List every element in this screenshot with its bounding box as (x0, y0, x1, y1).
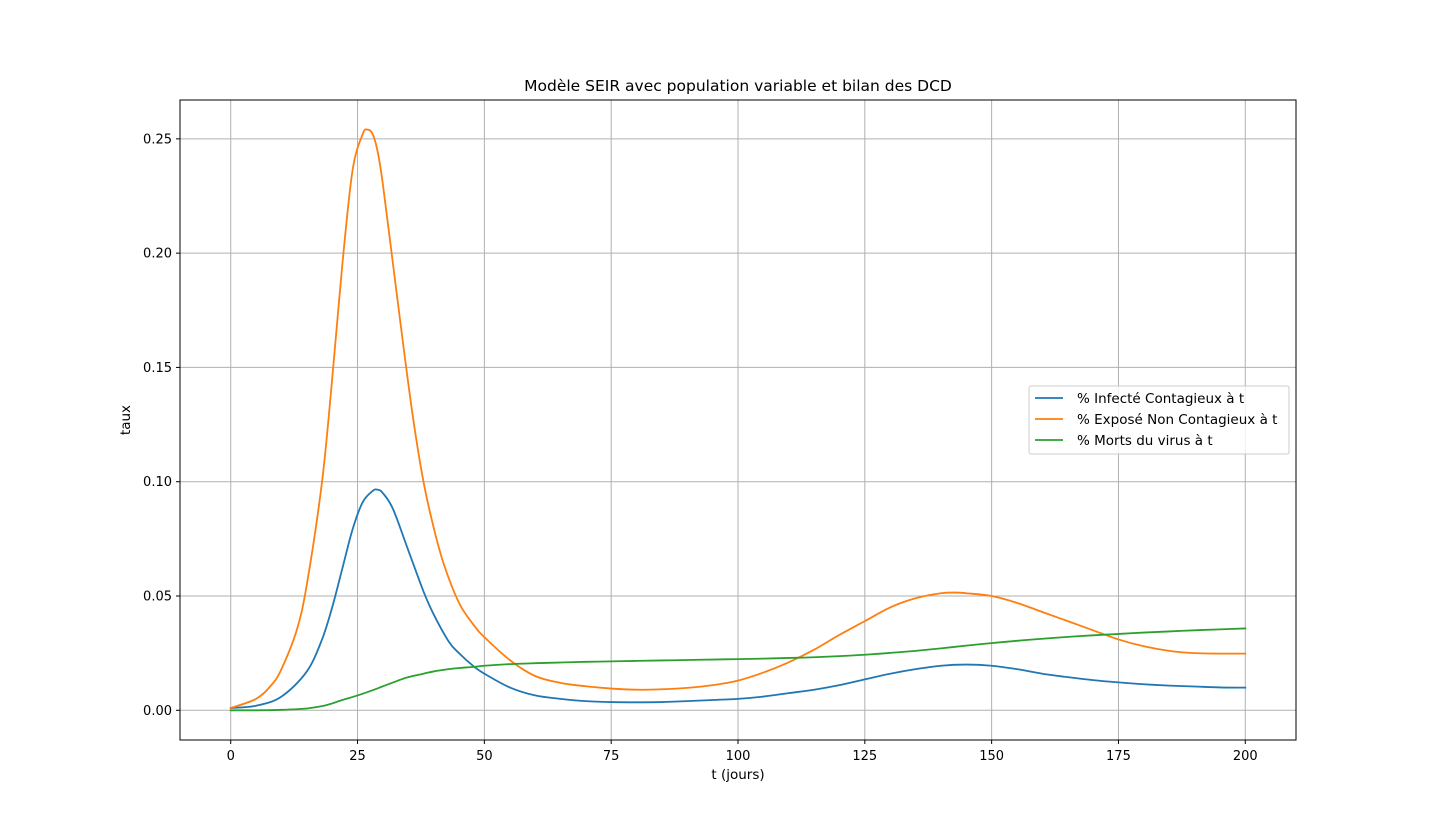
x-tick-label: 125 (852, 749, 877, 764)
x-tick-label: 50 (476, 749, 493, 764)
chart-title: Modèle SEIR avec population variable et … (524, 77, 952, 95)
x-tick-label: 200 (1233, 749, 1258, 764)
legend-label-1: % Infecté Contagieux à t (1077, 391, 1244, 407)
series-line-2 (229, 128, 1247, 710)
y-tick-label: 0.00 (143, 704, 172, 719)
y-tick-label: 0.25 (143, 132, 172, 147)
legend: % Infecté Contagieux à t % Exposé Non Con… (1028, 385, 1290, 455)
axis-ticks: 0 25 50 75 100 125 150 175 200 0.00 0.05 0.10 0.15 0.… (143, 132, 1258, 764)
y-tick-label: 0.10 (143, 475, 172, 490)
x-tick-label: 150 (979, 749, 1004, 764)
x-axis-label: t (jours) (711, 767, 764, 783)
y-tick-label: 0.20 (143, 247, 172, 262)
series-lines (229, 128, 1247, 712)
legend-label-3: % Morts du virus à t (1077, 433, 1213, 449)
y-tick-label: 0.05 (143, 590, 172, 605)
x-tick-label: 0 (227, 749, 235, 764)
y-axis-label: taux (118, 405, 134, 435)
legend-label-2: % Exposé Non Contagieux à t (1077, 412, 1277, 428)
x-tick-label: 75 (603, 749, 620, 764)
x-tick-label: 175 (1106, 749, 1131, 764)
x-tick-label: 100 (726, 749, 751, 764)
x-tick-label: 25 (349, 749, 366, 764)
y-tick-label: 0.15 (143, 361, 172, 376)
legend-box (1028, 385, 1290, 455)
series-line-3 (229, 627, 1247, 712)
series-line-1 (229, 488, 1247, 709)
grid (180, 100, 1296, 740)
